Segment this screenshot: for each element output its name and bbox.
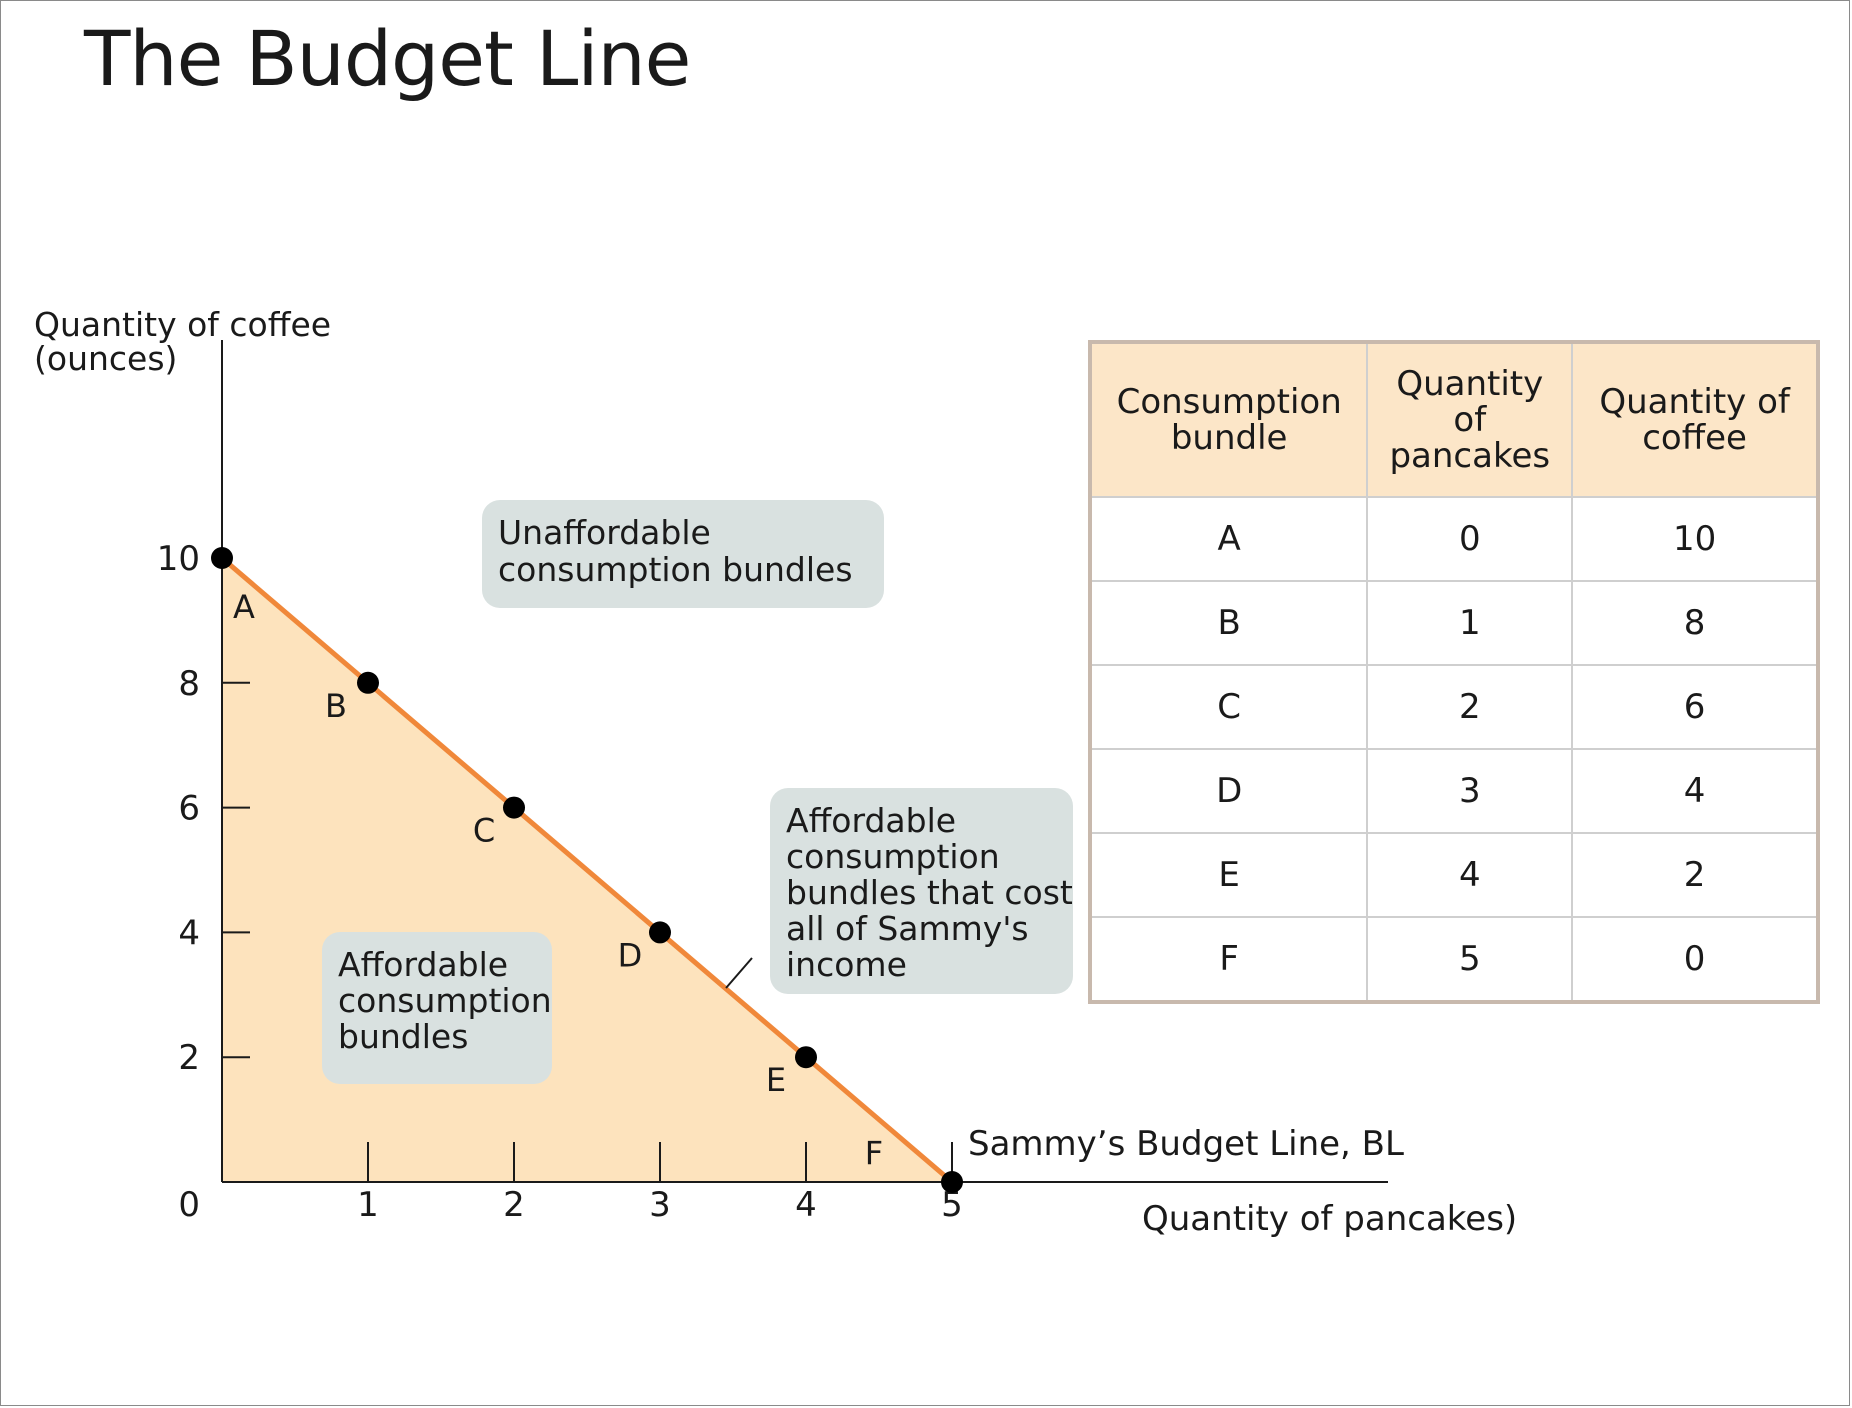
y-tick-label: 2	[178, 1038, 200, 1078]
x-tick-label: 3	[649, 1185, 671, 1225]
point-d	[649, 921, 671, 944]
table-cell: 4	[1571, 748, 1819, 834]
table-header-text: coffee	[1642, 418, 1747, 458]
affordable-on-line-callout-box	[770, 788, 1073, 994]
table-header-text: Quantity of	[1599, 382, 1790, 422]
table-cell: 2	[1366, 664, 1574, 750]
table-cell: C	[1088, 664, 1369, 750]
slide-title: The Budget Line	[84, 14, 691, 103]
x-tick-label: 2	[503, 1185, 525, 1225]
table-cell: 0	[1366, 496, 1574, 582]
table-header-text: pancakes	[1389, 436, 1551, 476]
origin-label: 0	[178, 1185, 200, 1225]
table-cell: 6	[1571, 664, 1819, 750]
callout-leader-line	[725, 957, 753, 989]
point-label-c: C	[473, 812, 495, 850]
budget-line-label: Sammy’s Budget Line, BL	[968, 1124, 1404, 1164]
point-f	[941, 1171, 963, 1193]
table-cell: 8	[1571, 580, 1819, 666]
table-cell: 1	[1366, 580, 1574, 666]
table-cell: 0	[1571, 916, 1819, 1003]
point-label-b: B	[325, 687, 347, 725]
table-body: A 0 10 B 1 8 C 2 6 D 3 4 E 4 2 F 5 0	[1088, 496, 1819, 1003]
affordable-callout-line: Affordable	[338, 945, 508, 984]
point-c	[503, 796, 525, 819]
table-header-cell: Quantity of coffee	[1571, 341, 1819, 498]
table-header-text: Consumption	[1116, 382, 1342, 422]
affordable-callout-box	[322, 932, 552, 1084]
y-axis-title: Quantity of coffee	[34, 305, 331, 344]
unaffordable-callout-box	[482, 500, 884, 608]
table-cell: 4	[1366, 832, 1574, 918]
affordable-callout-line: consumption	[338, 981, 552, 1020]
affordable-callout-line: bundles	[338, 1017, 468, 1056]
x-tick-label: 4	[795, 1185, 817, 1225]
table-header-cell: Consumption bundle	[1088, 341, 1369, 498]
unaffordable-callout-line: consumption bundles	[498, 550, 853, 589]
table-cell: A	[1088, 496, 1369, 582]
y-tick-label: 4	[178, 913, 200, 953]
x-tick-label: 1	[357, 1185, 379, 1225]
table-cell: F	[1088, 916, 1369, 1003]
table-header-row: Consumption bundle Quantity of pancakes Quant…	[1088, 341, 1819, 498]
table-header-text: bundle	[1170, 418, 1288, 458]
affordable-on-line-callout-line: income	[786, 945, 907, 984]
affordable-on-line-callout-line: bundles that cost	[786, 873, 1073, 912]
y-tick-label: 8	[178, 664, 200, 704]
x-axis-title: Quantity of pancakes)	[1142, 1199, 1517, 1239]
point-label-f: F	[865, 1134, 883, 1172]
y-tick-label: 6	[178, 789, 200, 829]
point-b	[357, 671, 379, 694]
table-header-cell: Quantity of pancakes	[1366, 341, 1574, 498]
consumption-bundle-table: Consumption bundle Quantity of pancakes Quant…	[1088, 340, 1820, 1004]
point-label-e: E	[766, 1061, 786, 1099]
affordable-on-line-callout-line: all of Sammy's	[786, 909, 1029, 948]
affordable-on-line-callout-line: Affordable	[786, 801, 956, 840]
table-cell: 5	[1366, 916, 1574, 1003]
point-label-d: D	[618, 936, 643, 974]
table-header-text: Quantity	[1396, 364, 1544, 404]
table-cell: 2	[1571, 832, 1819, 918]
y-axis-title-units: (ounces)	[34, 339, 177, 378]
table-header-text: of	[1453, 400, 1487, 440]
table-cell: 10	[1571, 496, 1819, 582]
point-a	[211, 547, 233, 569]
table-cell: E	[1088, 832, 1369, 918]
table-cell: 3	[1366, 748, 1574, 834]
point-e	[795, 1046, 817, 1069]
y-tick-label: 10	[157, 539, 200, 579]
budget-line	[220, 556, 954, 1184]
unaffordable-callout-line: Unaffordable	[498, 513, 711, 552]
point-label-a: A	[233, 588, 255, 626]
table-cell: D	[1088, 748, 1369, 834]
x-tick-label: 5	[941, 1185, 963, 1225]
affordable-on-line-callout-line: consumption	[786, 837, 1000, 876]
table-row: A 0 10	[1088, 496, 1819, 582]
table-cell: B	[1088, 580, 1369, 666]
